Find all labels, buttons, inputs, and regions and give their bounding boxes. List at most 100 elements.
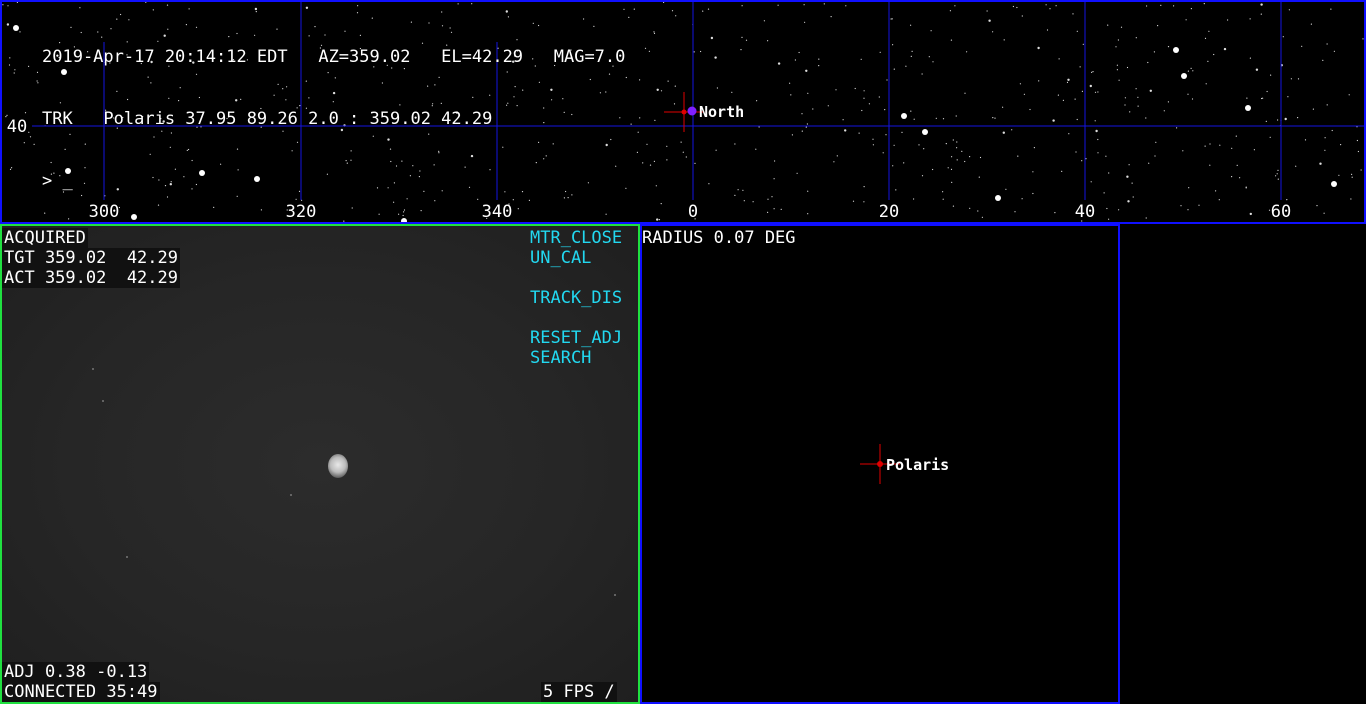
frame-rate: 5 FPS / — [541, 682, 617, 702]
star — [885, 134, 887, 136]
star — [1005, 188, 1007, 190]
star — [185, 24, 187, 26]
star — [118, 206, 120, 209]
star — [1326, 43, 1328, 45]
star — [191, 188, 193, 190]
star — [457, 3, 459, 5]
star — [486, 217, 488, 219]
star — [986, 10, 988, 12]
star — [1090, 181, 1092, 183]
star — [803, 4, 805, 6]
star — [956, 159, 958, 161]
star — [104, 195, 106, 197]
star — [836, 155, 838, 157]
star — [428, 133, 430, 135]
star — [1076, 30, 1078, 32]
star — [255, 11, 257, 13]
status-readout: 2019-Apr-17 20:14:12 EDT AZ=359.02 EL=42… — [42, 6, 625, 222]
star — [835, 89, 837, 91]
star — [777, 4, 779, 6]
bright-star — [1173, 47, 1179, 53]
star — [988, 19, 991, 22]
star — [438, 150, 440, 152]
bright-star — [995, 195, 1001, 201]
star — [235, 99, 238, 102]
sky-chart[interactable]: 300 320 340 0 20 40 60 40 North — [2, 2, 1364, 222]
star — [389, 148, 392, 150]
star — [1117, 39, 1119, 41]
star — [308, 97, 310, 99]
sky-chart-panel[interactable]: 300 320 340 0 20 40 60 40 North 2019-Apr… — [0, 0, 1366, 224]
noise-speck — [290, 494, 292, 496]
star — [895, 189, 897, 191]
star — [179, 87, 181, 89]
star — [1033, 147, 1035, 149]
star — [471, 3, 473, 5]
star — [378, 213, 380, 215]
star — [14, 69, 16, 71]
camera-view-panel[interactable]: ACQUIRED TGT 359.02 42.29 ACT 359.02 42.… — [0, 224, 640, 704]
target-star-marker[interactable] — [877, 461, 883, 467]
star — [1265, 120, 1267, 122]
track-dis-button[interactable]: TRACK_DIS — [530, 288, 623, 308]
star — [167, 28, 169, 30]
star — [398, 213, 400, 215]
star — [434, 200, 436, 202]
star — [390, 160, 392, 163]
star — [1319, 162, 1322, 165]
star — [254, 34, 256, 36]
star — [142, 116, 144, 118]
star — [969, 207, 971, 209]
un-cal-button[interactable]: UN_CAL — [530, 248, 592, 268]
star — [1092, 71, 1094, 73]
star — [1163, 110, 1165, 112]
star — [913, 118, 915, 120]
star — [675, 15, 677, 17]
star — [716, 87, 719, 89]
star — [605, 213, 607, 215]
star — [513, 96, 515, 98]
star — [507, 16, 509, 18]
star — [1218, 199, 1220, 201]
star — [196, 126, 198, 128]
north-marker-icon[interactable] — [687, 106, 697, 116]
zoom-chart: Polaris — [860, 444, 949, 484]
star — [942, 198, 944, 200]
star — [260, 107, 262, 110]
star — [409, 175, 411, 177]
star — [1235, 135, 1237, 137]
star — [935, 117, 937, 119]
star — [660, 203, 662, 205]
star — [282, 130, 284, 132]
star — [1331, 129, 1333, 132]
star — [350, 150, 352, 152]
bright-star — [1245, 105, 1251, 111]
star — [276, 28, 278, 30]
star — [656, 218, 659, 221]
command-prompt[interactable]: > _ — [42, 171, 73, 191]
star — [147, 76, 149, 78]
star — [506, 71, 508, 73]
star — [346, 162, 348, 164]
star — [1207, 60, 1209, 63]
star — [237, 169, 239, 171]
star — [162, 120, 165, 123]
star — [517, 50, 519, 52]
star — [767, 40, 769, 42]
star — [516, 39, 518, 41]
mtr-close-button[interactable]: MTR_CLOSE — [530, 228, 623, 248]
star — [663, 2, 665, 3]
star — [277, 83, 279, 85]
search-button[interactable]: SEARCH — [530, 348, 592, 368]
target-zoom-panel[interactable]: RADIUS 0.07 DEG Polaris — [640, 224, 1120, 704]
star — [619, 117, 621, 119]
star — [387, 138, 390, 141]
star — [188, 148, 190, 151]
star — [403, 211, 405, 213]
star — [950, 168, 953, 170]
star — [1126, 66, 1129, 69]
star — [1129, 111, 1131, 113]
star — [554, 64, 556, 67]
star — [964, 160, 966, 163]
reset-adj-button[interactable]: RESET_ADJ — [530, 328, 623, 348]
